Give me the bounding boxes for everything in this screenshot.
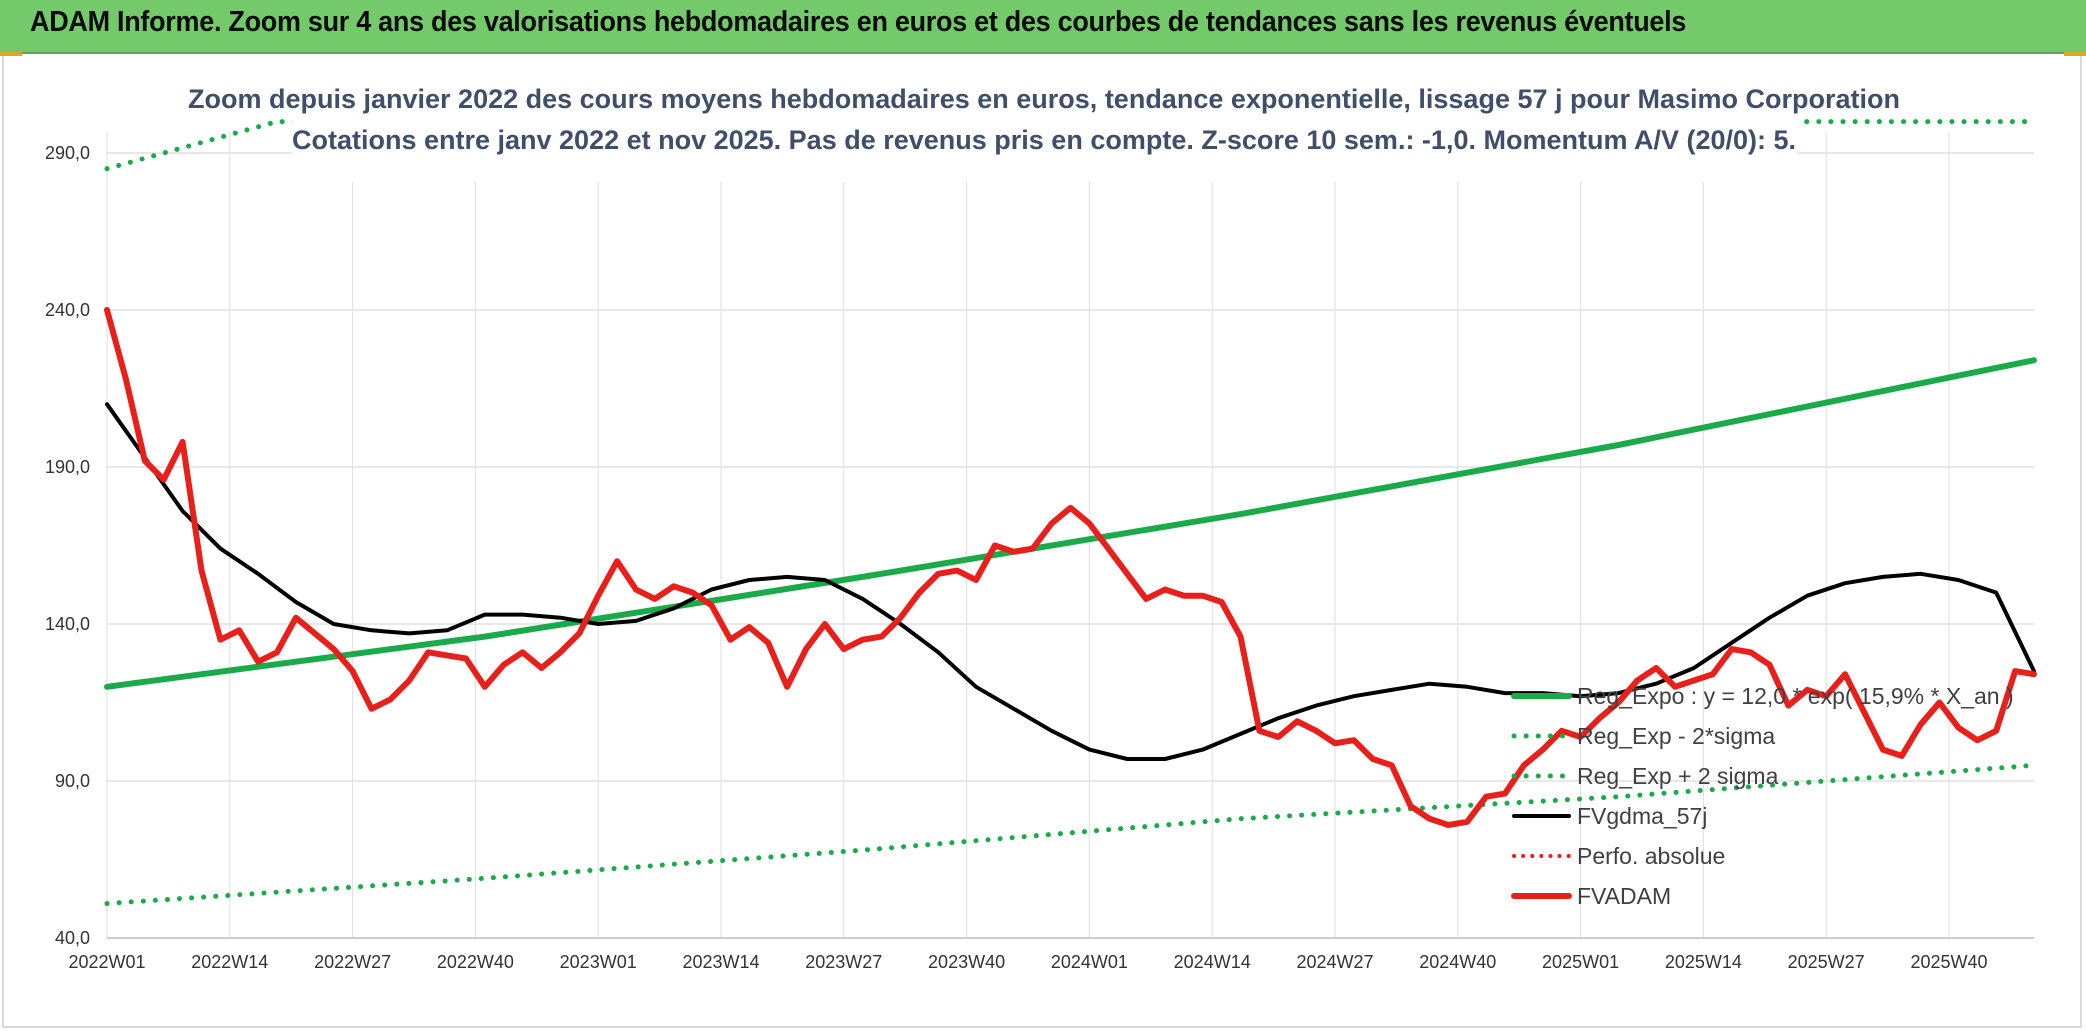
x-tick-label: 2022W01 [68,952,145,972]
legend-label: FVADAM [1577,883,1671,909]
header-bar: ADAM Informe. Zoom sur 4 ans des valoris… [0,0,2086,54]
series-line-2 [104,119,2037,172]
chart-subtitle-line1: Zoom depuis janvier 2022 des cours moyen… [188,84,1900,114]
grid-lines [106,132,2034,939]
y-tick-label: 40,0 [55,928,90,948]
series-line-1 [104,762,2037,906]
x-tick-label: 2025W14 [1665,952,1742,972]
x-tick-label: 2024W14 [1174,952,1251,972]
chart-frame: 40,0 90,0 140,0 190,0 240,0 290,0 2022W01 2022W… [2,56,2082,1028]
x-tick-label: 2024W01 [1051,952,1128,972]
x-tick-label: 2023W01 [560,952,637,972]
x-tick-label: 2025W27 [1788,952,1865,972]
chart-subtitle-line2: Cotations entre janv 2022 et nov 2025. P… [292,125,1796,155]
x-tick-label: 2022W27 [314,952,391,972]
legend-label: Reg_Expo : y = 12,0 * exp( 15,9% * X_an … [1577,683,2014,709]
x-tick-label: 2022W14 [191,952,268,972]
legend-label: Perfo. absolue [1577,843,1725,869]
legend-label: Reg_Exp - 2*sigma [1577,723,1775,749]
y-tick-label: 190,0 [45,457,90,477]
x-tick-label: 2025W40 [1910,952,1987,972]
header-accent-right [2064,52,2086,56]
y-tick-label: 140,0 [45,614,90,634]
x-tick-label: 2022W40 [437,952,514,972]
x-tick-label: 2023W27 [805,952,882,972]
y-tick-label: 290,0 [45,143,90,163]
legend-label: Reg_Exp + 2 sigma [1577,763,1779,789]
x-tick-label: 2025W01 [1542,952,1619,972]
y-tick-label: 240,0 [45,300,90,320]
report-title: ADAM Informe. Zoom sur 4 ans des valoris… [30,6,1687,38]
series-line-0 [104,357,2037,690]
x-tick-label: 2023W14 [682,952,759,972]
series-line-3 [105,402,2036,761]
x-tick-label: 2023W40 [928,952,1005,972]
series-line-5 [104,307,2037,828]
x-tick-label: 2024W27 [1296,952,1373,972]
legend-label: FVgdma_57j [1577,803,1707,829]
y-tick-label: 90,0 [55,771,90,791]
subtitle-background [292,64,1797,182]
header-accent-left [0,52,22,56]
chart-legend: Reg_Expo : y = 12,0 * exp( 15,9% * X_an … [1511,683,2014,909]
series-layer [104,119,2037,906]
axis-labels: 40,0 90,0 140,0 190,0 240,0 290,0 2022W01 2022W… [45,143,1988,972]
line-chart: 40,0 90,0 140,0 190,0 240,0 290,0 2022W01 2022W… [45,64,2037,972]
x-tick-label: 2024W40 [1419,952,1496,972]
